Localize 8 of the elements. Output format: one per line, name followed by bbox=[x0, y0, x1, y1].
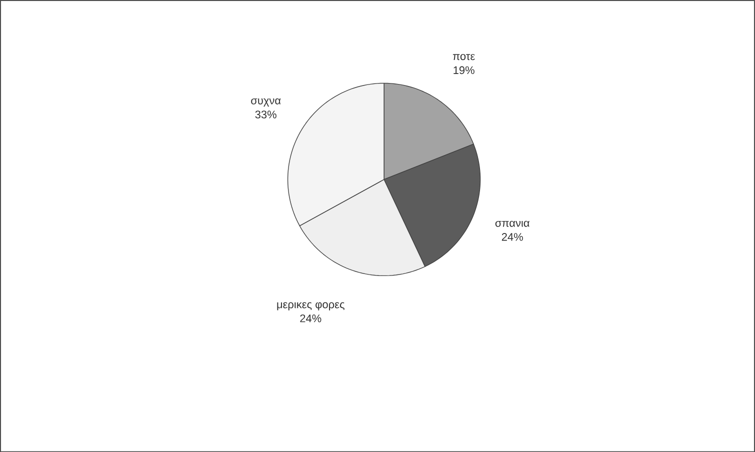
data-label: 24% bbox=[300, 314, 322, 322]
slice-label: μερικες φορες bbox=[277, 302, 344, 310]
data-label: 19% bbox=[454, 66, 474, 74]
data-label: 33% bbox=[255, 110, 276, 118]
data-label: 24% bbox=[502, 232, 523, 241]
slice-label: σπανια bbox=[495, 220, 530, 227]
slice-label: συχνα bbox=[251, 98, 281, 106]
slice-label: ποτε bbox=[452, 54, 475, 60]
